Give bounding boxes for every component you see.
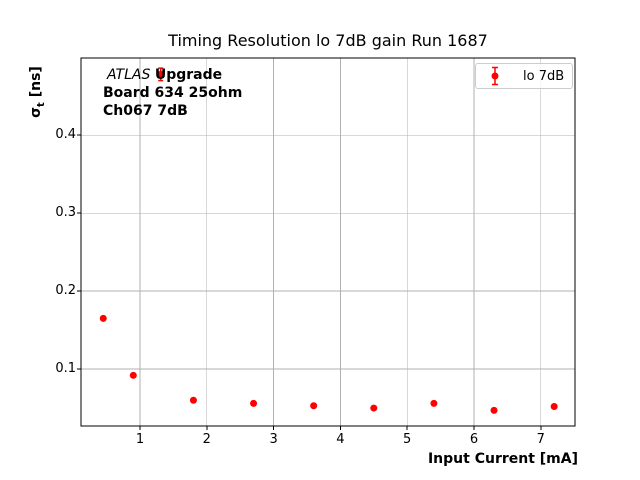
annotation-line-1: ATLAS Upgrade bbox=[103, 66, 242, 84]
chart-title: Timing Resolution lo 7dB gain Run 1687 bbox=[168, 31, 488, 50]
plot-frame bbox=[80, 57, 576, 427]
x-tick-label: 5 bbox=[403, 432, 412, 447]
data-point bbox=[430, 399, 438, 407]
annotation-line-2: Board 634 25ohm bbox=[103, 85, 243, 101]
y-tick-label: 0.2 bbox=[55, 283, 76, 299]
x-axis-label: Input Current [mA] bbox=[427, 451, 578, 467]
data-point bbox=[370, 404, 378, 412]
y-axis-label: σt [ns] bbox=[28, 60, 47, 124]
data-point bbox=[129, 371, 137, 379]
legend-errorbar-icon bbox=[491, 66, 499, 86]
x-tick-label: 2 bbox=[202, 432, 211, 447]
data-point bbox=[250, 399, 258, 407]
y-tick-label: 0.1 bbox=[55, 361, 76, 377]
ylabel-sigma: σ bbox=[28, 106, 44, 118]
x-tick-label: 7 bbox=[536, 432, 545, 447]
legend-label: lo 7dB bbox=[523, 68, 565, 84]
x-tick-label: 4 bbox=[336, 432, 345, 447]
legend-marker-dot bbox=[491, 72, 499, 80]
x-tick-label: 6 bbox=[469, 432, 479, 447]
y-tick-label: 0.3 bbox=[55, 205, 76, 221]
data-point bbox=[189, 396, 197, 404]
plot-annotation: ATLAS Upgrade Board 634 25ohm Ch067 7dB bbox=[103, 66, 242, 120]
legend: lo 7dB bbox=[475, 63, 573, 89]
ylabel-units: [ns] bbox=[28, 66, 44, 103]
data-point bbox=[157, 70, 165, 78]
annotation-upgrade: Upgrade bbox=[154, 67, 223, 83]
annotation-line-3: Ch067 7dB bbox=[103, 103, 188, 119]
data-point bbox=[490, 406, 498, 414]
data-point bbox=[550, 403, 558, 411]
data-point bbox=[99, 314, 107, 322]
atlas-brand: ATLAS bbox=[107, 67, 151, 83]
data-point bbox=[310, 402, 318, 410]
x-tick-label: 3 bbox=[269, 432, 278, 447]
ylabel-subscript: t bbox=[35, 102, 47, 107]
x-tick-label: 1 bbox=[135, 432, 145, 447]
y-tick-label: 0.4 bbox=[55, 127, 76, 143]
